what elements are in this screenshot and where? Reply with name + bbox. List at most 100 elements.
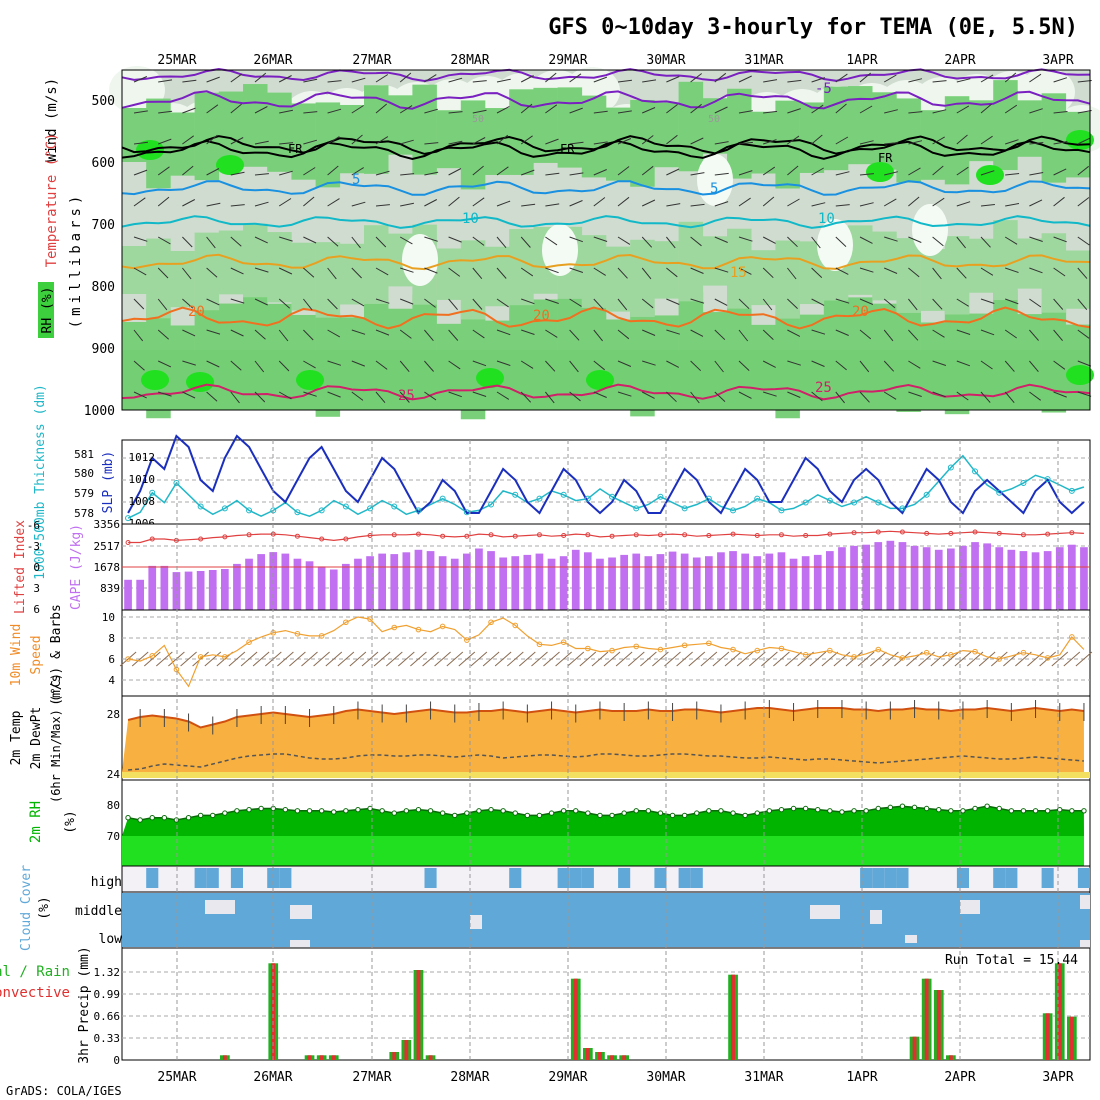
li-point bbox=[1069, 530, 1075, 536]
wind-barb bbox=[375, 170, 390, 176]
high-cloud-cell bbox=[509, 868, 522, 888]
wind-barb bbox=[908, 329, 919, 341]
wind-barb bbox=[206, 298, 220, 306]
li-point bbox=[1020, 532, 1026, 538]
bottom-date-label: 31MAR bbox=[744, 1070, 783, 1085]
wind-barb bbox=[666, 391, 677, 403]
high-cloud-cell bbox=[1041, 868, 1054, 888]
thickness-point bbox=[584, 495, 591, 502]
high-cloud-cell bbox=[569, 868, 582, 888]
contour-label: 15 bbox=[730, 265, 747, 281]
li-tick: 6 bbox=[33, 603, 40, 616]
bottom-date-label: 2APR bbox=[944, 1070, 975, 1085]
wind-barb bbox=[1029, 360, 1039, 373]
wind-barb bbox=[787, 267, 797, 280]
cape-bar bbox=[257, 554, 265, 610]
precip-convective-bar bbox=[404, 1040, 409, 1060]
rh-shading-cell bbox=[1017, 238, 1042, 289]
wind-barb bbox=[545, 360, 556, 372]
wind-barb bbox=[714, 267, 729, 273]
rh-shading-cell bbox=[509, 229, 534, 306]
thickness-point bbox=[415, 507, 422, 514]
thickness-point bbox=[488, 501, 495, 508]
wind-barb bbox=[835, 73, 848, 83]
wind-point bbox=[464, 637, 470, 643]
li-point bbox=[730, 531, 736, 537]
wind-point bbox=[536, 641, 543, 648]
rh-point bbox=[452, 812, 458, 819]
wind-barb bbox=[1053, 236, 1067, 243]
surface-wind-barb bbox=[143, 651, 161, 667]
cape-bar bbox=[971, 542, 979, 610]
rh-shading-cell bbox=[944, 96, 970, 185]
wind-barb bbox=[980, 103, 993, 114]
isotherm-10 bbox=[121, 215, 1091, 229]
wind-barb bbox=[1029, 298, 1042, 308]
wind-barb bbox=[690, 172, 705, 176]
wind-barb bbox=[327, 236, 339, 247]
rh-point bbox=[585, 810, 591, 816]
mid-cloud-gap bbox=[870, 910, 882, 924]
wind-barb bbox=[859, 72, 872, 83]
wind-barb bbox=[400, 139, 414, 145]
wind-barb bbox=[399, 72, 412, 83]
bottom-date-label: 29MAR bbox=[548, 1070, 587, 1085]
rh-shading-cell bbox=[122, 246, 147, 294]
wind-barb bbox=[448, 77, 463, 83]
wind-barb bbox=[472, 137, 486, 145]
rh-point bbox=[415, 806, 422, 813]
wind-barb bbox=[351, 201, 366, 207]
precip-convective-bar bbox=[585, 1048, 590, 1060]
wind-barb bbox=[448, 298, 458, 311]
rh-shading-cell bbox=[993, 220, 1018, 301]
wind-barb bbox=[206, 236, 216, 249]
wind-point bbox=[1069, 634, 1075, 640]
wind-barb bbox=[1077, 197, 1090, 207]
cape-bar bbox=[692, 557, 701, 610]
rh-shading-cell bbox=[1041, 233, 1067, 313]
wind-point bbox=[778, 645, 785, 652]
wind-barb bbox=[424, 298, 436, 308]
wind-barb bbox=[303, 329, 314, 341]
surface-wind-barb bbox=[942, 651, 960, 667]
precip-convective-bar bbox=[622, 1055, 627, 1060]
wind-barb bbox=[593, 298, 604, 310]
wind-barb bbox=[1004, 360, 1015, 372]
wind-barb bbox=[278, 329, 289, 342]
wind-barb bbox=[1029, 199, 1043, 207]
wind-barb bbox=[520, 75, 534, 83]
wind-barb bbox=[157, 360, 172, 368]
rh-point bbox=[476, 808, 482, 814]
rh-point bbox=[282, 806, 289, 813]
wind-barb bbox=[182, 199, 196, 207]
wind-barb bbox=[738, 75, 752, 83]
wind-point bbox=[318, 633, 325, 639]
bottom-date-label: 30MAR bbox=[646, 1070, 685, 1085]
wind-barb bbox=[1005, 267, 1019, 273]
cape-bar bbox=[1019, 551, 1028, 610]
wind-barb bbox=[279, 142, 294, 145]
wind-barb bbox=[278, 75, 292, 83]
rh-point bbox=[548, 810, 555, 816]
wind-point bbox=[972, 648, 978, 655]
wind-barb bbox=[424, 74, 437, 83]
cape-bar bbox=[959, 545, 967, 610]
li-point bbox=[996, 530, 1002, 536]
wind-barb bbox=[1029, 236, 1043, 242]
cape-bar bbox=[922, 547, 931, 610]
wind-barb bbox=[569, 360, 579, 373]
surface-wind-barb bbox=[857, 651, 875, 667]
ylabel-cloud1: Cloud Cover bbox=[19, 865, 34, 951]
contour-label: 50 bbox=[472, 114, 484, 125]
wind-barb bbox=[182, 79, 197, 83]
surface-wind-barb bbox=[567, 651, 585, 667]
wind-barb bbox=[884, 109, 898, 114]
wind-barb bbox=[230, 236, 242, 247]
precip-convective-bar bbox=[1057, 963, 1062, 1060]
thickness-point bbox=[705, 495, 712, 502]
rh-shading-spot bbox=[976, 165, 1004, 185]
ylabel-rh2: (%) bbox=[63, 810, 78, 833]
thickness-point bbox=[149, 489, 156, 496]
ylabel-temp: Temperature (°C) bbox=[44, 133, 60, 268]
wind-point bbox=[1020, 649, 1027, 656]
